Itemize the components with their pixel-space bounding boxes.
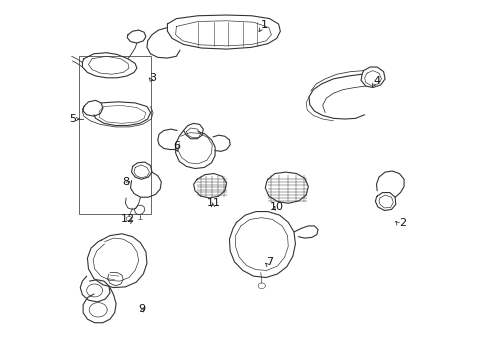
- Text: 4: 4: [373, 76, 380, 86]
- Text: 10: 10: [269, 202, 283, 212]
- Text: 6: 6: [173, 141, 180, 151]
- Text: 2: 2: [398, 218, 405, 228]
- Text: 8: 8: [122, 177, 129, 187]
- Text: 1: 1: [260, 20, 267, 30]
- Text: 12: 12: [121, 215, 135, 224]
- Text: 9: 9: [139, 304, 145, 314]
- Text: 5: 5: [69, 114, 77, 124]
- Text: 11: 11: [206, 198, 221, 208]
- Text: 3: 3: [149, 73, 156, 83]
- Bar: [79, 56, 150, 214]
- Text: 7: 7: [265, 257, 273, 267]
